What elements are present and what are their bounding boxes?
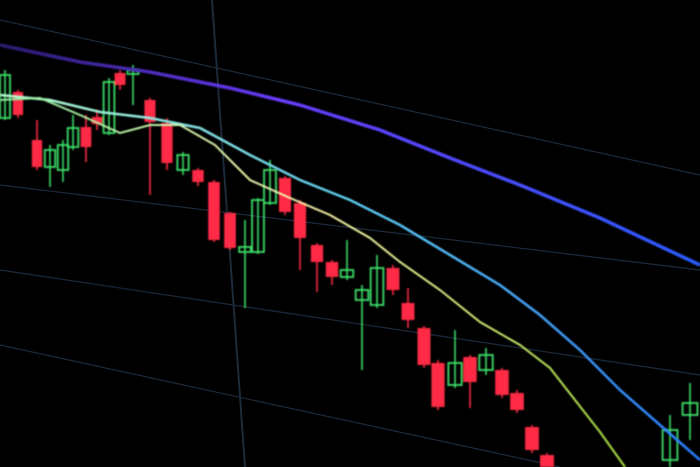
- candle-bullish: [238, 220, 252, 308]
- candle-bullish: [339, 240, 355, 280]
- candle-body: [369, 267, 385, 306]
- candle-bearish: [325, 260, 339, 285]
- candle-body: [192, 170, 204, 182]
- candle-bearish: [431, 360, 445, 410]
- candle-body: [176, 154, 190, 171]
- candle-body: [339, 269, 355, 278]
- candle-bearish: [310, 243, 324, 292]
- candle-body: [12, 92, 24, 115]
- candle-body: [310, 245, 324, 262]
- candle-body: [208, 182, 220, 240]
- candle-bullish: [56, 140, 70, 182]
- candle-bearish: [401, 288, 415, 328]
- candle-body: [354, 289, 370, 301]
- candle-bearish: [192, 168, 204, 186]
- candle-bearish: [144, 98, 156, 195]
- grid-line-horizontal: [0, 344, 561, 467]
- candle-bullish: [478, 348, 494, 375]
- candle-body: [417, 328, 431, 365]
- candle-bullish: [661, 415, 679, 467]
- candle-bearish: [540, 453, 554, 467]
- candle-bullish: [369, 255, 385, 308]
- candle-body: [478, 354, 494, 371]
- candle-bullish: [66, 115, 80, 150]
- candle-body: [56, 144, 70, 171]
- candle-body: [386, 268, 400, 290]
- candle-body: [66, 127, 80, 148]
- candle-body: [251, 199, 265, 253]
- candle-bearish: [495, 368, 509, 398]
- candle-bearish: [293, 200, 307, 270]
- candle-bearish: [224, 212, 236, 250]
- candle-bearish: [417, 326, 431, 368]
- candle-body: [161, 123, 173, 163]
- candle-body: [144, 100, 156, 122]
- candle-body: [495, 370, 509, 395]
- candle-bearish: [463, 355, 477, 408]
- candle-body: [447, 362, 463, 386]
- moving-average-lines: [0, 43, 700, 467]
- candle-bullish: [43, 145, 57, 187]
- candle-bearish: [386, 265, 400, 295]
- candle-bullish: [681, 383, 699, 440]
- candle-body: [224, 213, 236, 248]
- candle-body: [540, 455, 554, 467]
- candle-bullish: [251, 198, 265, 254]
- candle-bullish: [447, 330, 463, 388]
- candle-bearish: [510, 390, 524, 413]
- candle-bearish: [208, 180, 220, 242]
- candle-bullish: [102, 78, 116, 135]
- candle-bearish: [525, 425, 539, 453]
- candle-body: [80, 127, 92, 147]
- candle-body: [43, 149, 57, 168]
- candle-bearish: [91, 110, 103, 130]
- candle-body: [114, 73, 126, 85]
- grid-line-horizontal: [0, 19, 700, 176]
- candle-bullish: [354, 285, 370, 370]
- candle-body: [463, 357, 477, 382]
- candle-bearish: [31, 120, 43, 170]
- candle-body: [238, 246, 252, 253]
- grid-line-horizontal: [0, 269, 700, 376]
- candle-body: [31, 140, 43, 167]
- candle-body: [91, 117, 103, 124]
- candle-body: [325, 262, 339, 277]
- candle-bullish: [176, 152, 190, 175]
- candle-body: [102, 81, 116, 134]
- candle-body: [293, 203, 307, 238]
- candle-bearish: [12, 90, 24, 118]
- candle-bearish: [80, 115, 92, 162]
- fast-moving-average-line: [0, 96, 626, 467]
- candle-body: [510, 393, 524, 410]
- candle-bearish: [161, 118, 173, 170]
- slow-moving-average-line: [0, 43, 700, 267]
- candle-body: [681, 402, 699, 416]
- candle-bearish: [114, 70, 126, 90]
- candle-body: [661, 429, 679, 461]
- candle-body: [431, 363, 445, 407]
- mid-moving-average-line: [0, 93, 700, 461]
- candle-body: [525, 427, 539, 450]
- candle-body: [401, 303, 415, 320]
